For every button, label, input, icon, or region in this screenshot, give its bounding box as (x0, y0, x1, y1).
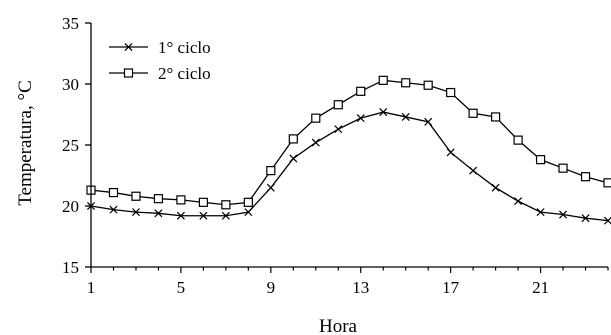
data-point (356, 114, 365, 123)
data-point (580, 172, 591, 182)
x-tick-label: 5 (177, 278, 186, 297)
data-point (491, 112, 501, 122)
series-markers-1 (86, 108, 611, 225)
data-point (311, 138, 320, 147)
data-point (289, 154, 298, 163)
series-line-1 (90, 111, 609, 222)
y-tick-label: 15 (62, 258, 79, 277)
data-point (424, 117, 433, 126)
x-tick-label: 21 (532, 278, 549, 297)
data-point (243, 197, 253, 207)
data-point (266, 183, 275, 192)
data-point (333, 100, 343, 110)
data-point (446, 148, 455, 157)
legend-label-2: 2° ciclo (158, 64, 211, 83)
data-point (491, 183, 500, 192)
data-point (581, 214, 590, 223)
legend-marker-1 (124, 42, 133, 52)
data-point (379, 108, 388, 117)
y-tick-label: 25 (62, 136, 79, 155)
data-point (244, 208, 253, 217)
data-point (536, 208, 545, 217)
y-axis-label: Temperatura, °C (15, 80, 36, 206)
x-tick-label: 9 (267, 278, 276, 297)
legend: 1° ciclo 2° ciclo (109, 38, 211, 83)
data-point (514, 197, 523, 206)
data-point (198, 197, 208, 207)
data-point (221, 200, 231, 210)
data-point (108, 187, 119, 198)
data-point (199, 211, 208, 220)
data-point (558, 163, 568, 173)
data-point (603, 216, 611, 225)
data-point (131, 191, 141, 201)
data-point (559, 210, 568, 219)
series-markers-2 (86, 75, 611, 210)
legend-item-1: 1° ciclo (109, 38, 211, 57)
data-point (603, 178, 611, 188)
y-tick-label: 35 (62, 14, 79, 33)
x-tick-label: 13 (352, 278, 369, 297)
legend-square-marker (123, 68, 134, 78)
plot-lines (90, 79, 609, 222)
data-point (401, 78, 411, 88)
data-point (401, 112, 410, 121)
data-point (446, 87, 456, 98)
data-point (266, 166, 276, 176)
x-axis-label: Hora (319, 316, 358, 335)
axes (90, 23, 608, 268)
data-point (176, 195, 186, 205)
legend-marker-2 (123, 68, 134, 78)
data-point (356, 86, 366, 96)
data-point (153, 194, 164, 204)
data-point (378, 75, 388, 85)
data-point (131, 208, 140, 217)
x-tick-label: 17 (442, 278, 460, 297)
plot-markers (86, 75, 611, 225)
legend-cross-marker (124, 42, 133, 52)
data-point (513, 135, 523, 145)
y-tick-label: 30 (62, 75, 79, 94)
legend-label-1: 1° ciclo (158, 38, 211, 57)
x-tick-label: 1 (87, 278, 96, 297)
data-point (469, 166, 478, 175)
data-point (221, 211, 230, 220)
series-line-2 (90, 79, 609, 206)
data-point (154, 209, 163, 218)
data-point (109, 205, 118, 214)
data-point (288, 134, 298, 144)
data-point (423, 80, 433, 90)
legend-item-2: 2° ciclo (109, 64, 211, 83)
data-point (334, 125, 343, 134)
y-tick-label: 20 (62, 197, 79, 216)
data-point (176, 211, 185, 220)
data-point (468, 108, 478, 118)
data-point (535, 155, 546, 165)
data-point (311, 113, 321, 123)
